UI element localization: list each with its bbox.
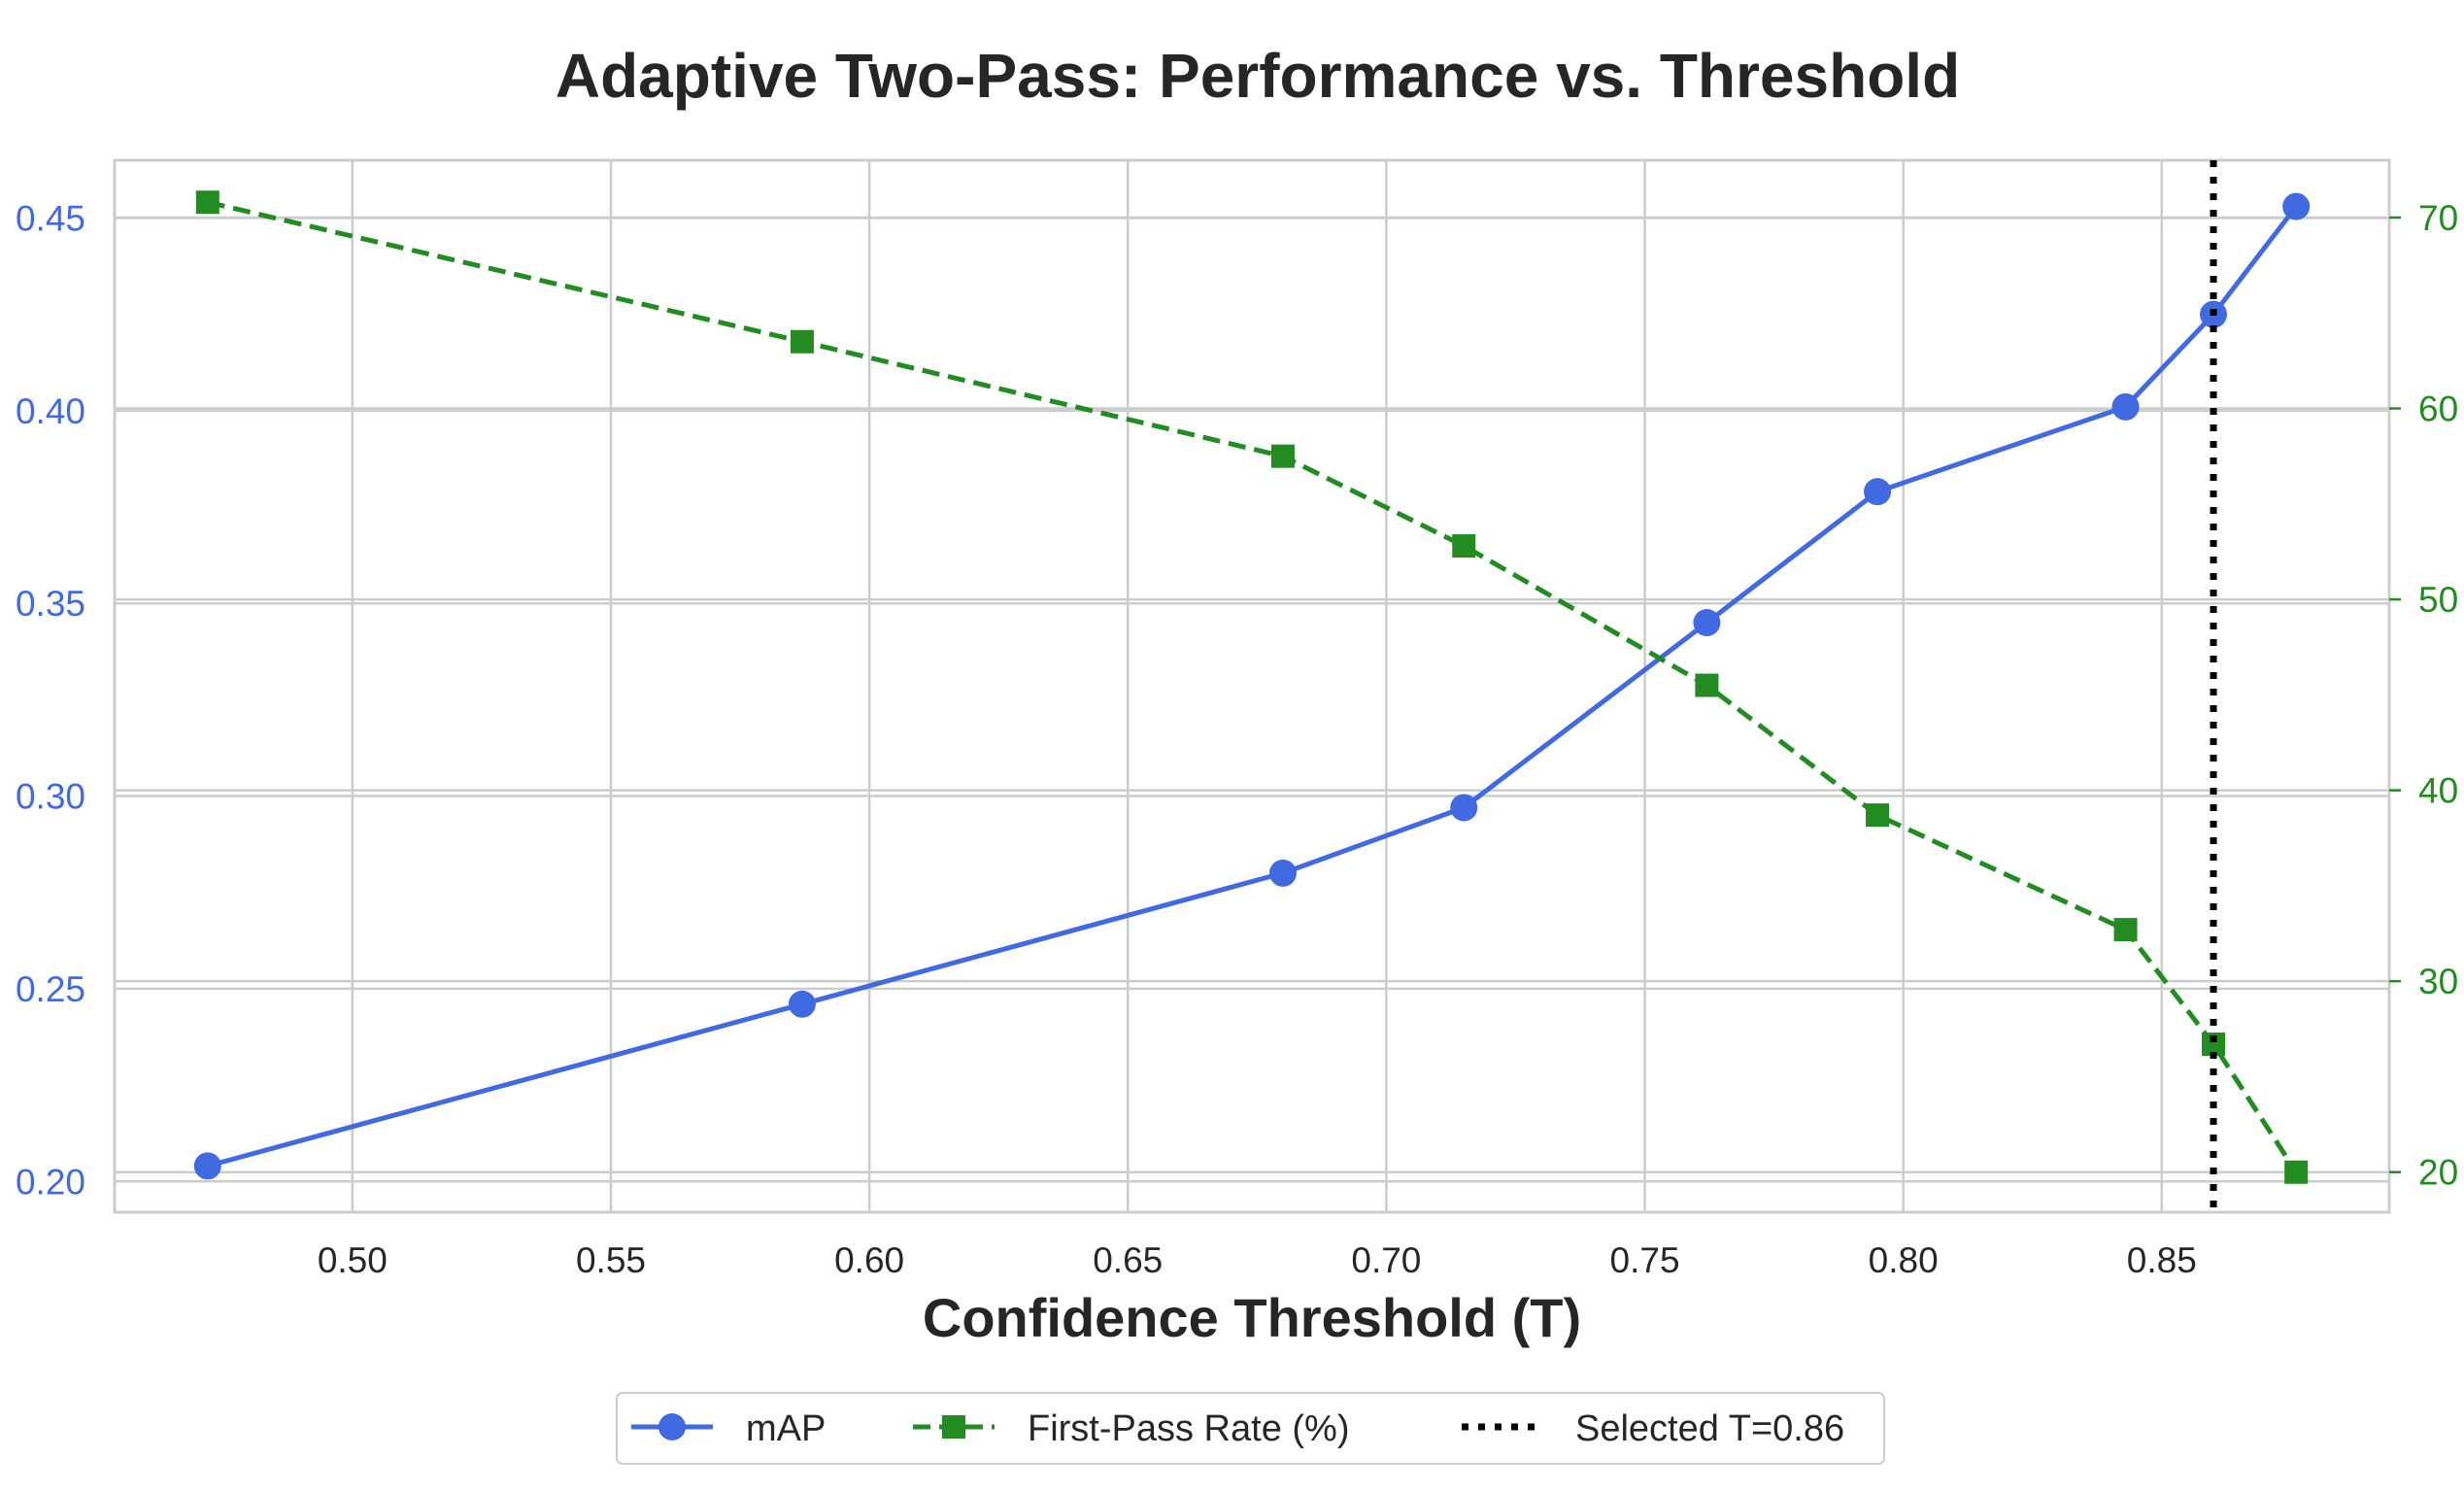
y-left-tick-label: 0.40 [16, 391, 85, 431]
left-y-axis-ticks: 0.20 0.25 0.30 0.35 0.40 0.45 [16, 199, 85, 1203]
map-point [193, 1152, 221, 1180]
legend-label-selected-threshold: Selected T=0.86 [1575, 1408, 1844, 1449]
first-pass-rate-point [2284, 1160, 2309, 1184]
legend: mAP First-Pass Rate (%) Selected T=0.86 [616, 1392, 1885, 1465]
x-tick-label: 0.80 [1869, 1240, 1939, 1280]
map-point [1864, 478, 1892, 506]
x-tick-label: 0.85 [2127, 1240, 2197, 1280]
y-left-tick-label: 0.30 [16, 777, 85, 817]
map-point [2282, 192, 2311, 220]
x-tick-label: 0.60 [834, 1240, 904, 1280]
y-right-tick-label: 20 [2418, 1153, 2458, 1193]
first-pass-rate-point [2113, 918, 2138, 942]
y-right-tick-label: 70 [2418, 198, 2458, 238]
y-right-tick-label: 60 [2418, 390, 2458, 429]
y-left-tick-label: 0.20 [16, 1162, 85, 1202]
map-point [1450, 794, 1478, 822]
map-point [1693, 609, 1721, 637]
y-right-tick-label: 50 [2418, 580, 2458, 620]
first-pass-rate-point [790, 329, 814, 354]
map-point [2111, 392, 2140, 421]
map-series-line [207, 205, 2299, 1169]
right-y-axis-ticks: 20 30 40 50 60 70 [2389, 198, 2458, 1193]
y-left-tick-label: 0.45 [16, 199, 85, 239]
y-left-tick-label: 0.35 [16, 584, 85, 624]
x-tick-label: 0.55 [576, 1240, 646, 1280]
x-tick-label: 0.70 [1351, 1240, 1421, 1280]
legend-entry-first-pass: First-Pass Rate (%) [913, 1408, 1349, 1449]
first-pass-rate-point [195, 190, 219, 215]
first-pass-rate-point [1866, 803, 1890, 828]
legend-first-pass-square-icon [942, 1415, 965, 1439]
grid [115, 160, 2389, 1212]
legend-frame [616, 1392, 1885, 1465]
x-axis-ticks: 0.50 0.55 0.60 0.65 0.70 0.75 0.80 0.85 [318, 1240, 2197, 1280]
x-tick-label: 0.50 [318, 1240, 388, 1280]
first-pass-rate-point [1270, 444, 1295, 468]
legend-entry-selected-threshold: Selected T=0.86 [1462, 1408, 1844, 1449]
x-tick-label: 0.75 [1610, 1240, 1680, 1280]
series-layer [193, 190, 2311, 1184]
x-tick-label: 0.65 [1093, 1240, 1163, 1280]
chart-title: Adaptive Two-Pass: Performance vs. Thres… [556, 41, 1960, 111]
first-pass-rate-point [1452, 534, 1476, 559]
legend-label-first-pass: First-Pass Rate (%) [1028, 1408, 1349, 1449]
plot-frame [113, 158, 2391, 1214]
legend-map-circle-icon [658, 1413, 686, 1440]
legend-label-map: mAP [746, 1408, 826, 1449]
y-left-tick-label: 0.25 [16, 969, 85, 1009]
first-pass-rate-series-line [207, 199, 2299, 1174]
map-point [1268, 859, 1297, 887]
legend-entry-map: mAP [631, 1408, 826, 1449]
map-point [788, 990, 816, 1018]
y-right-tick-label: 40 [2418, 771, 2458, 811]
y-right-tick-label: 30 [2418, 962, 2458, 1001]
first-pass-rate-point [1695, 673, 1719, 697]
x-axis-label: Confidence Threshold (T) [923, 1287, 1581, 1348]
